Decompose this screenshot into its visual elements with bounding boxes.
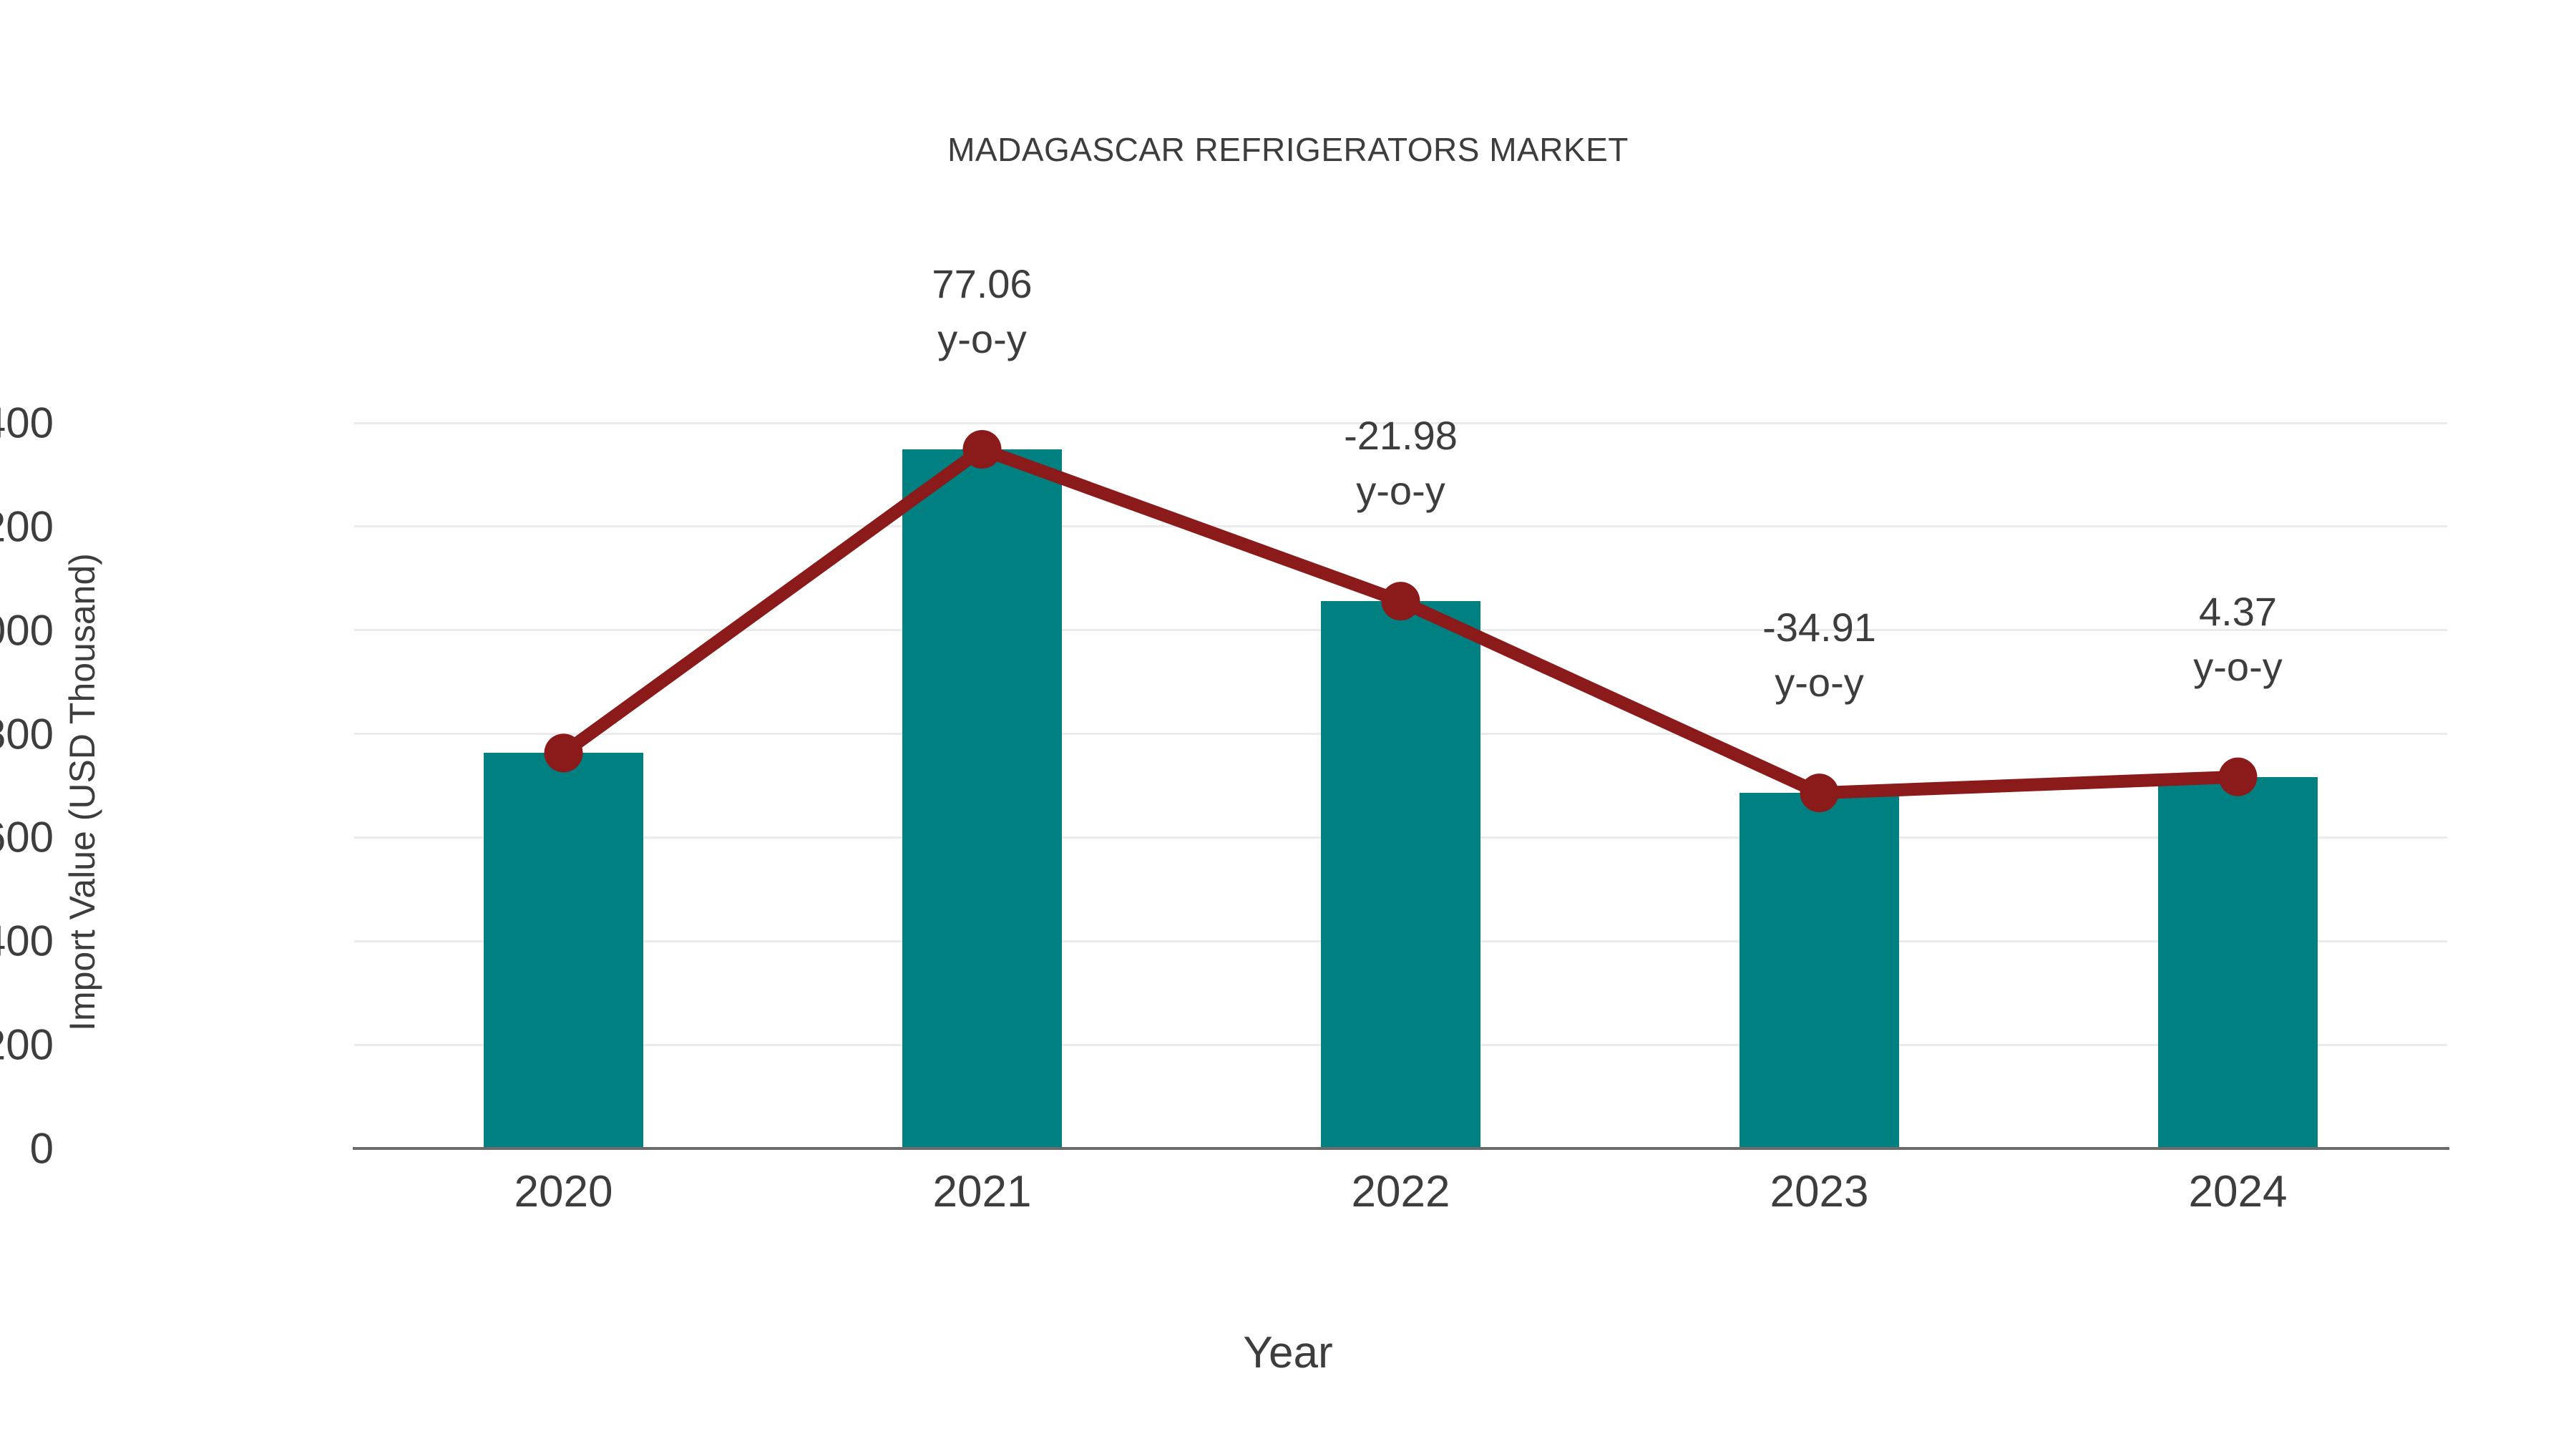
plot-area: [354, 421, 2447, 1148]
y-tick-label: 1000: [0, 606, 54, 655]
yoy-point-label: -34.91 y-o-y: [1762, 600, 1876, 711]
bar[interactable]: [484, 753, 643, 1148]
x-tick-label: 2020: [514, 1167, 613, 1216]
bar[interactable]: [2158, 776, 2318, 1148]
y-tick-label: 200: [0, 1020, 54, 1069]
yoy-point-label: -21.98 y-o-y: [1344, 408, 1458, 519]
x-tick-label: 2022: [1351, 1167, 1450, 1216]
yoy-value: -21.98: [1344, 413, 1458, 459]
yoy-point-label: 4.37 y-o-y: [2193, 584, 2282, 695]
x-tick-label: 2024: [2188, 1167, 2288, 1216]
y-tick-label: 0: [29, 1124, 54, 1173]
x-tick-label: 2023: [1770, 1167, 1869, 1216]
yoy-suffix: y-o-y: [1356, 468, 1445, 514]
chart-title: MADAGASCAR REFRIGERATORS MARKET: [947, 131, 1629, 168]
y-tick-label: 800: [0, 710, 54, 758]
x-tick-label: 2021: [932, 1167, 1032, 1216]
gridline: [354, 421, 2447, 424]
y-axis-title: Import Value (USD Thousand): [62, 553, 102, 1031]
x-axis-title: Year: [1243, 1328, 1333, 1377]
y-tick-label: 600: [0, 813, 54, 862]
y-tick-label: 1400: [0, 399, 54, 447]
yoy-suffix: y-o-y: [1775, 660, 1864, 706]
x-axis-line: [353, 1147, 2449, 1150]
y-tick-label: 1200: [0, 502, 54, 551]
yoy-value: 4.37: [2198, 588, 2277, 634]
bar[interactable]: [1321, 601, 1480, 1148]
y-tick-label: 400: [0, 917, 54, 965]
yoy-value: 77.06: [932, 260, 1033, 306]
bar[interactable]: [1740, 793, 1899, 1148]
yoy-value: -34.91: [1762, 605, 1876, 650]
yoy-suffix: y-o-y: [937, 316, 1027, 362]
gridline: [354, 525, 2447, 528]
bar[interactable]: [902, 449, 1062, 1148]
yoy-suffix: y-o-y: [2193, 643, 2283, 689]
yoy-point-label: 77.06 y-o-y: [932, 256, 1032, 367]
